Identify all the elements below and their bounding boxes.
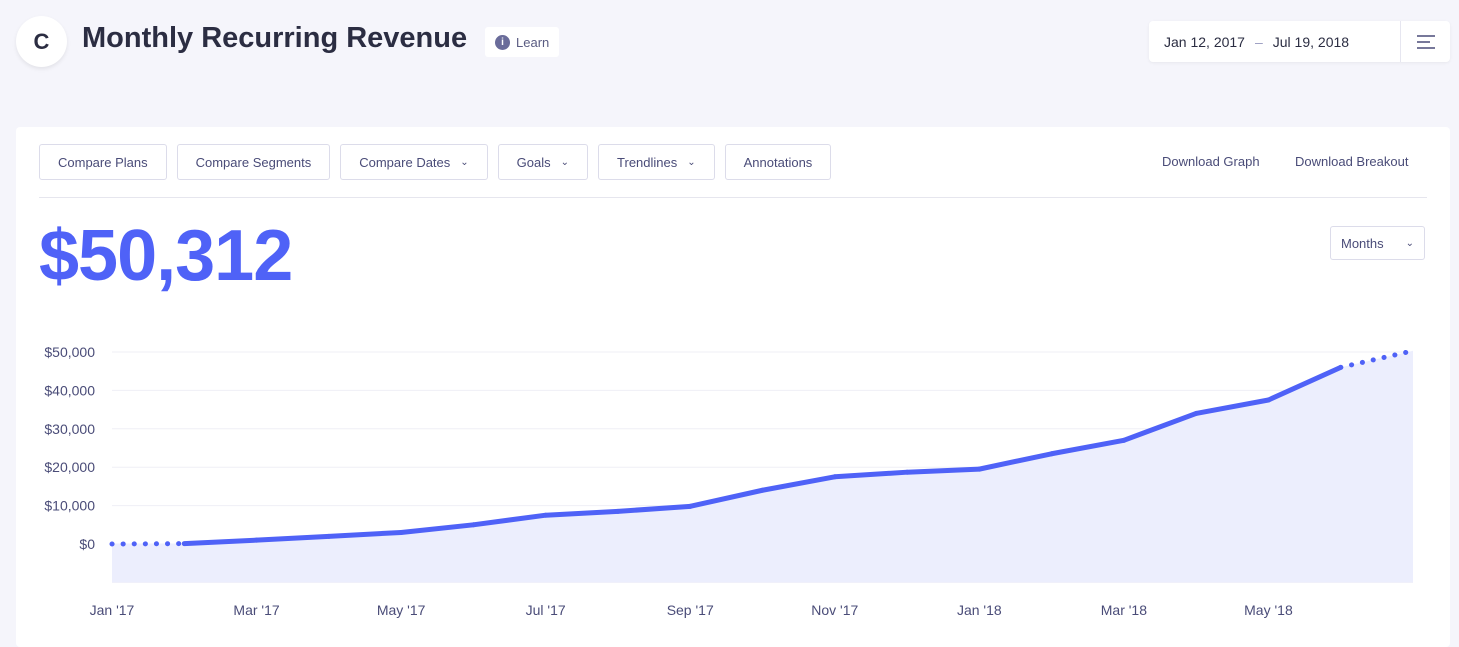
x-tick-label: May '17: [377, 602, 426, 618]
x-tick-label: May '18: [1244, 602, 1293, 618]
x-tick-label: Nov '17: [811, 602, 858, 618]
mrr-chart: $0 $10,000 $20,000 $30,000 $40,000 $50,000 Jan…: [0, 0, 1459, 634]
x-tick-label: Jan '17: [90, 602, 135, 618]
line-segment: [907, 469, 979, 472]
x-tick-label: Jul '17: [526, 602, 566, 618]
x-tick-label: Sep '17: [667, 602, 714, 618]
y-tick-label: $20,000: [44, 459, 95, 475]
y-tick-label: $30,000: [44, 421, 95, 437]
x-tick-label: Jan '18: [957, 602, 1002, 618]
y-tick-label: $0: [79, 536, 95, 552]
x-tick-label: Mar '18: [1101, 602, 1147, 618]
y-tick-label: $50,000: [44, 344, 95, 360]
line-segment: [184, 540, 256, 543]
y-tick-label: $40,000: [44, 382, 95, 398]
y-tick-label: $10,000: [44, 498, 95, 514]
area-fill: [112, 351, 1413, 583]
x-tick-label: Mar '17: [233, 602, 279, 618]
